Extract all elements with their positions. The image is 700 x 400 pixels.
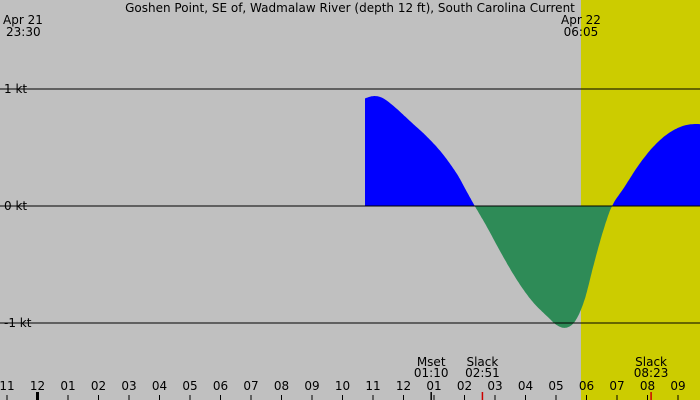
- header-date-0: Apr 21: [3, 13, 43, 27]
- hour-tick-label: 06: [579, 379, 594, 393]
- hour-tick-label: 02: [91, 379, 106, 393]
- event-label-1: Slack: [466, 355, 498, 369]
- hour-tick-label: 07: [243, 379, 258, 393]
- midnight-marker: [36, 392, 39, 400]
- hour-tick-label: 12: [30, 379, 45, 393]
- hour-tick-label: 10: [335, 379, 350, 393]
- hour-tick-label: 05: [548, 379, 563, 393]
- y-tick-label: -1 kt: [4, 316, 32, 330]
- hour-tick-label: 08: [274, 379, 289, 393]
- hour-tick-label: 03: [121, 379, 136, 393]
- ebb-area-1: [474, 206, 613, 328]
- y-tick-label: 0 kt: [4, 199, 27, 213]
- hour-tick-label: 05: [182, 379, 197, 393]
- hour-tick-label: 01: [60, 379, 75, 393]
- hour-tick-label: 06: [213, 379, 228, 393]
- event-time-0: 01:10: [414, 366, 449, 380]
- hour-tick-label: 11: [365, 379, 380, 393]
- header-time-0: 23:30: [6, 25, 41, 39]
- event-time-2: 08:23: [634, 366, 669, 380]
- hour-tick-label: 12: [396, 379, 411, 393]
- hour-tick-label: 02: [457, 379, 472, 393]
- header-time-1: 06:05: [564, 25, 599, 39]
- hour-tick-label: 01: [426, 379, 441, 393]
- chart-title: Goshen Point, SE of, Wadmalaw River (dep…: [125, 1, 575, 15]
- event-label-0: Mset: [417, 355, 446, 369]
- hour-tick-label: 11: [0, 379, 15, 393]
- hour-tick-label: 07: [609, 379, 624, 393]
- hour-tick-label: 03: [487, 379, 502, 393]
- hour-tick-label: 09: [304, 379, 319, 393]
- hour-tick-label: 08: [640, 379, 655, 393]
- hour-tick-label: 04: [518, 379, 533, 393]
- hour-tick-label: 04: [152, 379, 167, 393]
- flood-area-2: [612, 124, 700, 206]
- hour-tick-label: 09: [670, 379, 685, 393]
- event-time-1: 02:51: [465, 366, 500, 380]
- event-label-2: Slack: [635, 355, 667, 369]
- flood-area-0: [365, 96, 475, 206]
- y-tick-label: 1 kt: [4, 82, 27, 96]
- header-date-1: Apr 22: [561, 13, 601, 27]
